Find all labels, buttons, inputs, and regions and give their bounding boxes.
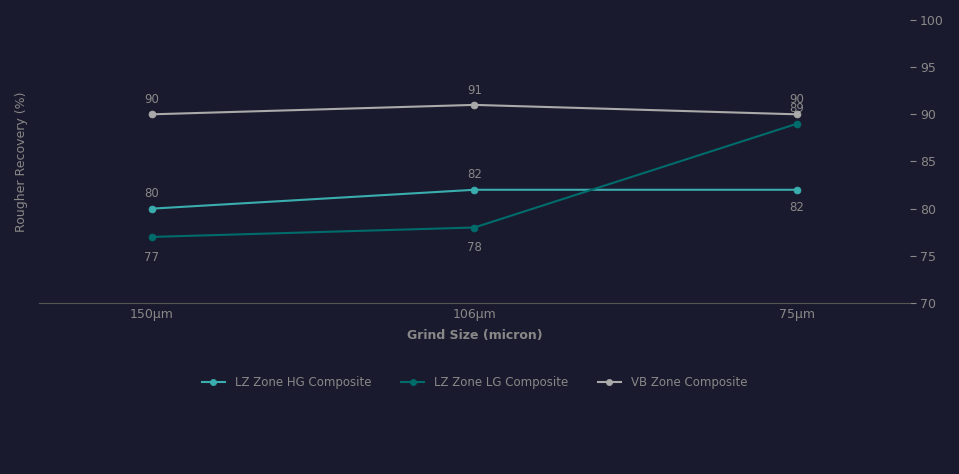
Line: LZ Zone LG Composite: LZ Zone LG Composite: [149, 120, 801, 240]
Text: 80: 80: [145, 187, 159, 201]
VB Zone Composite: [791, 111, 803, 117]
LZ Zone LG Composite: [791, 121, 803, 127]
Line: VB Zone Composite: VB Zone Composite: [149, 101, 801, 118]
Text: 89: 89: [789, 102, 805, 115]
Text: 77: 77: [145, 251, 159, 264]
LZ Zone HG Composite: [146, 206, 157, 211]
Line: LZ Zone HG Composite: LZ Zone HG Composite: [149, 186, 801, 212]
Y-axis label: Rougher Recovery (%): Rougher Recovery (%): [15, 91, 28, 232]
Text: 78: 78: [467, 241, 481, 255]
Text: 90: 90: [145, 93, 159, 106]
Text: 82: 82: [467, 168, 481, 182]
Legend: LZ Zone HG Composite, LZ Zone LG Composite, VB Zone Composite: LZ Zone HG Composite, LZ Zone LG Composi…: [197, 371, 752, 393]
X-axis label: Grind Size (micron): Grind Size (micron): [407, 329, 542, 342]
Text: 82: 82: [789, 201, 805, 214]
LZ Zone HG Composite: [791, 187, 803, 192]
LZ Zone HG Composite: [469, 187, 480, 192]
LZ Zone LG Composite: [469, 225, 480, 230]
Text: 90: 90: [789, 93, 805, 106]
LZ Zone LG Composite: [146, 234, 157, 240]
Text: 91: 91: [467, 83, 482, 97]
VB Zone Composite: [469, 102, 480, 108]
VB Zone Composite: [146, 111, 157, 117]
